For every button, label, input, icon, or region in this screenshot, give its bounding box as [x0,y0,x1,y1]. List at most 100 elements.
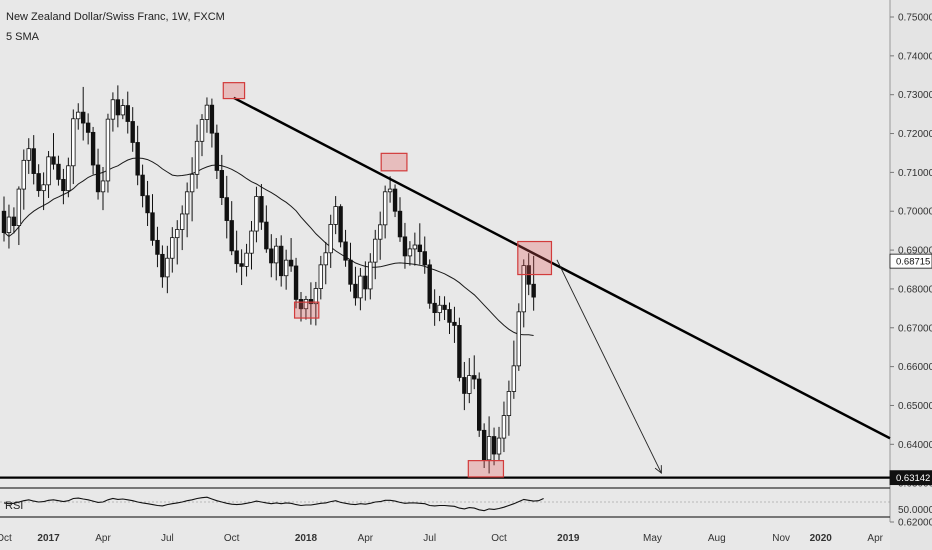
candle-body-up [303,299,309,310]
candle-body-down [422,251,427,266]
rsi-series: 50.0000 [0,496,932,516]
candle-body-down [155,239,160,255]
candle-body-up [412,244,418,250]
sma-line [3,157,534,336]
candle-body-down [363,275,368,290]
candle-body-up [21,159,26,190]
highlight-box [467,460,505,478]
candle-body-down [135,142,140,176]
last-price-label-box [889,253,932,269]
candle-body-up [467,375,472,394]
candle-body-up [516,311,521,367]
candle-body-up [120,105,125,116]
candle-body-down [219,170,224,199]
candle-body-down [531,283,536,298]
time-tick-label: Aug [708,533,726,544]
support-price-label-box [889,470,932,486]
candle-body-down [397,210,403,238]
candle-body-down [472,375,477,380]
candle-body-down [229,220,234,252]
candle-body-down [81,111,86,124]
candle-body-up [506,391,512,416]
candle-body-down [427,264,432,304]
candle-body-down [90,131,96,166]
time-tick-label: May [643,533,662,544]
candle-body-down [338,206,343,243]
candle-body-up [204,104,210,120]
highlight-box [293,301,320,319]
candle-body-down [269,248,274,264]
rsi-tick-label: 50.0000 [898,505,932,516]
candle-body-down [11,216,17,227]
candle-body-up [179,213,185,230]
candle-body-up [71,118,76,167]
candle-body-up [387,188,393,193]
candle-body-down [56,163,61,180]
time-tick-label: Oct [224,533,240,544]
candle-body-up [244,252,249,267]
candle-body-down [214,132,220,171]
candle-body-up [358,275,363,299]
price-tick-label: 0.68000 [898,284,932,295]
candle-body-down [224,197,229,221]
candle-body-down [61,178,66,192]
candle-body-up [328,224,333,254]
candle-body-down [481,429,487,461]
time-tick-label: 2018 [295,533,318,544]
time-tick-label: Apr [95,533,111,544]
time-tick-label: Apr [358,533,374,544]
indicator-label: 5 SMA [6,31,40,43]
candle-body-up [496,437,502,455]
candle-body-up [46,156,51,186]
candle-body-up [511,365,517,392]
candle-body-down [343,241,348,261]
candle-body-down [402,236,408,257]
candle-body-down [447,309,452,323]
candle-body-up [194,140,200,175]
time-tick-label: Oct [491,533,507,544]
support-price-label: 0.63142 [896,473,930,484]
candle-body-down [293,265,299,300]
time-tick-label: Oct [0,533,12,544]
sma-series [3,157,534,336]
candle-body-down [160,253,165,278]
candle-body-up [100,180,106,193]
candle-body-down [278,245,284,277]
highlight-box [222,82,246,100]
price-tick-label: 0.70000 [898,207,932,218]
candle-body-down [491,436,497,455]
candle-body-down [442,304,447,310]
candle-body-up [283,259,289,277]
candle-body-down [125,105,130,122]
projection-arrow-head [654,465,662,475]
candle-body-down [264,221,269,250]
candle-body-down [392,188,398,212]
candle-body-up [313,288,319,305]
candle-body-up [254,196,259,232]
time-tick-label: Jul [161,533,174,544]
time-tick-label: 2020 [810,533,833,544]
candle-body-down [85,122,91,133]
chart-title: New Zealand Dollar/Swiss Franc, 1W, FXCM [6,11,225,23]
candle-body-up [199,119,205,142]
candle-body-down [140,174,145,197]
rsi-label: RSI [5,500,23,512]
candle-body-down [457,325,462,378]
price-tick-label: 0.65000 [898,401,932,412]
price-tick-label: 0.72000 [898,129,932,140]
candle-body-up [437,304,442,314]
highlight-box [380,152,408,172]
price-tick-label: 0.74000 [898,51,932,62]
candle-body-down [95,164,101,193]
candle-body-down [130,121,135,143]
candle-body-down [51,156,56,165]
candle-body-up [377,224,383,240]
candle-body-down [348,259,353,285]
candle-body-down [432,302,437,314]
annotations [0,82,891,479]
candle-body-up [66,165,71,192]
candle-body-up [274,245,279,264]
price-tick-label: 0.64000 [898,440,932,451]
